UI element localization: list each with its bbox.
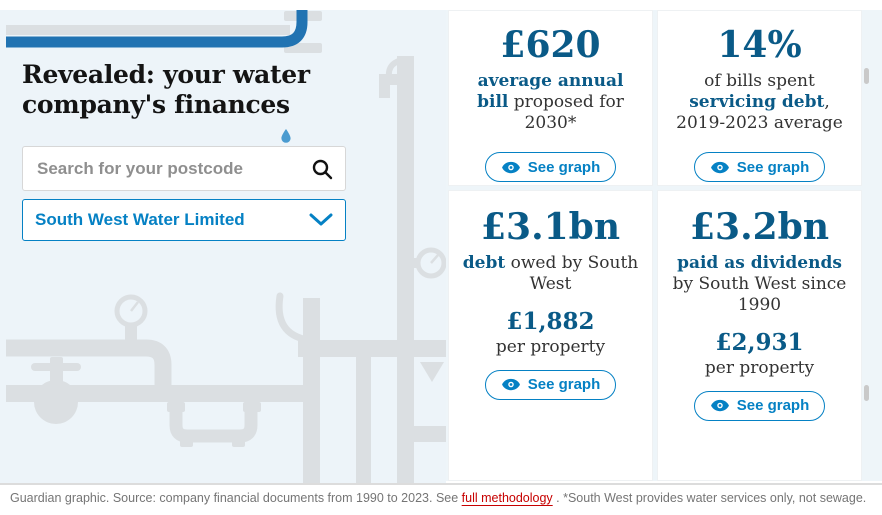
stat-description: debt owed by South West xyxy=(462,253,639,295)
stat-sub-value: £1,882 xyxy=(506,308,595,336)
see-graph-button[interactable]: See graph xyxy=(484,152,617,183)
see-graph-button[interactable]: See graph xyxy=(693,152,826,183)
stat-value: 14% xyxy=(717,24,802,66)
caption-footnote: . *South West provides water services on… xyxy=(552,491,867,505)
search-icon xyxy=(312,159,333,179)
company-dropdown-value: South West Water Limited xyxy=(35,210,245,229)
caption-text: Guardian graphic. Source: company financ… xyxy=(10,491,462,505)
stat-description: average annual bill proposed for 2030* xyxy=(477,71,624,134)
see-graph-button[interactable]: See graph xyxy=(484,369,617,400)
search-input[interactable] xyxy=(35,157,311,180)
stat-sub-label: per property xyxy=(704,357,815,378)
stat-value: £3.1bn xyxy=(480,206,621,248)
page-title: Revealed: your water company's finances xyxy=(22,60,310,119)
stat-card-debt-servicing: 14% of bills spent servicing debt, 2019-… xyxy=(657,10,862,186)
stat-sub-label: per property xyxy=(495,336,606,357)
stat-value: £3.2bn xyxy=(689,206,830,248)
chevron-down-icon xyxy=(309,213,333,226)
see-graph-button[interactable]: See graph xyxy=(693,390,826,421)
eye-icon xyxy=(501,161,520,174)
stat-card-total-debt: £3.1bn debt owed by South West £1,882 pe… xyxy=(448,190,653,481)
scrollbar-thumb[interactable] xyxy=(864,385,869,401)
scrollbar-thumb[interactable] xyxy=(864,68,869,84)
company-dropdown[interactable]: South West Water Limited xyxy=(22,199,346,241)
stat-card-annual-bill: £620 average annual bill proposed for 20… xyxy=(448,10,653,186)
stat-description: of bills spent servicing debt, 2019-2023… xyxy=(676,71,843,134)
stat-card-dividends: £3.2bn paid as dividends by South West s… xyxy=(657,190,862,481)
postcode-search xyxy=(22,146,346,191)
eye-icon xyxy=(710,161,729,174)
stat-sub-value: £2,931 xyxy=(715,329,804,357)
water-drop-icon xyxy=(281,129,291,143)
search-button[interactable] xyxy=(311,158,333,180)
eye-icon xyxy=(501,379,520,391)
methodology-link[interactable]: full methodology xyxy=(461,491,553,505)
stat-value: £620 xyxy=(500,24,601,66)
stat-cards-region: £620 average annual bill proposed for 20… xyxy=(446,10,882,481)
source-caption: Guardian graphic. Source: company financ… xyxy=(10,490,874,506)
footer-divider xyxy=(0,483,882,485)
stat-description: paid as dividends by South West since 19… xyxy=(672,253,847,316)
eye-icon xyxy=(710,400,729,412)
pipes-illustration xyxy=(6,10,446,483)
intro-panel: Revealed: your water company's finances … xyxy=(0,10,446,483)
